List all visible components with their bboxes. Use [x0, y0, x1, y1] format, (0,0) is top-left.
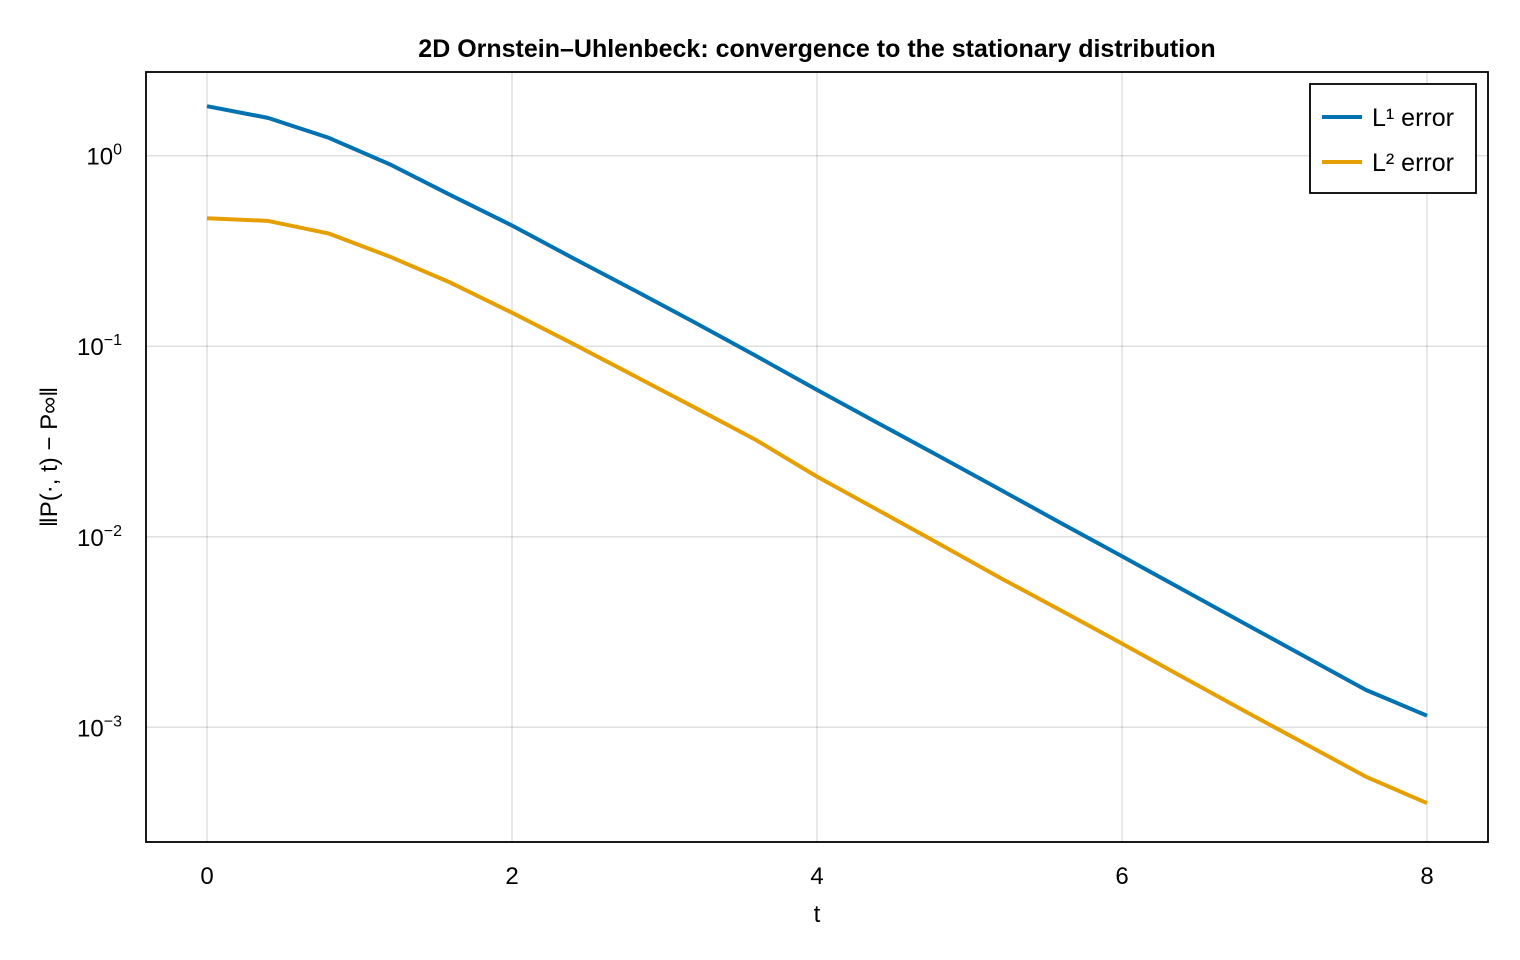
x-tick-label: 6 — [1115, 863, 1128, 890]
grid — [146, 72, 1488, 842]
series-line-l1 — [206, 104, 1428, 718]
legend-box — [1309, 83, 1477, 194]
legend: L¹ error L² error — [1309, 83, 1477, 194]
y-tick-label: 10−1 — [77, 332, 122, 361]
x-tick-label: 4 — [810, 863, 823, 890]
x-tick-label: 2 — [505, 863, 518, 890]
y-axis-label: ‖P(·, t) − P∞‖ — [36, 387, 63, 527]
y-tick-label: 10−3 — [77, 713, 122, 742]
y-axis-ticks: 10−3 10−2 10−1 100 — [77, 142, 122, 743]
chart-title: 2D Ornstein–Uhlenbeck: convergence to th… — [418, 35, 1215, 63]
x-tick-label: 8 — [1420, 863, 1433, 890]
series-line-l2 — [206, 216, 1428, 805]
plot-area-frame — [145, 71, 1489, 843]
x-axis-label: t — [814, 901, 821, 928]
y-tick-label: 100 — [86, 142, 122, 171]
legend-label-l1: L¹ error — [1372, 104, 1454, 132]
x-axis-ticks: 0 2 4 6 8 — [200, 863, 1433, 890]
y-tick-label: 10−2 — [77, 523, 122, 552]
series-layer — [206, 104, 1428, 805]
legend-label-l2: L² error — [1372, 149, 1454, 177]
x-tick-label: 0 — [200, 863, 213, 890]
